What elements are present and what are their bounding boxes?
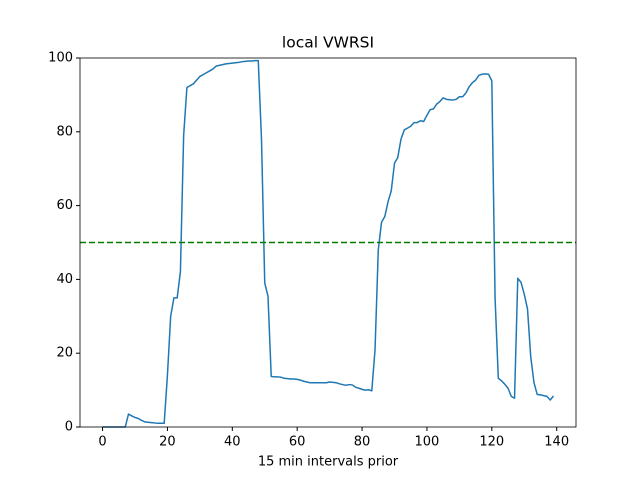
x-tick-label: 40 [224, 435, 241, 450]
plot-frame [79, 57, 577, 428]
chart-title: local VWRSI [282, 34, 374, 52]
y-tick-label: 20 [56, 346, 73, 361]
x-tick-label: 140 [544, 435, 569, 450]
x-tick-label: 20 [159, 435, 176, 450]
y-tick-label: 40 [56, 272, 73, 287]
y-tick-label: 80 [56, 124, 73, 139]
x-tick-label: 80 [354, 435, 371, 450]
y-tick-label: 60 [56, 198, 73, 213]
x-tick-label: 60 [289, 435, 306, 450]
x-tick-label: 100 [415, 435, 440, 450]
x-tick-label: 0 [98, 435, 106, 450]
data-line [102, 59, 555, 428]
x-axis-label: 15 min intervals prior [258, 455, 399, 470]
y-tick-label: 0 [65, 420, 73, 435]
x-tick-label: 120 [479, 435, 504, 450]
y-tick-label: 100 [48, 51, 73, 66]
